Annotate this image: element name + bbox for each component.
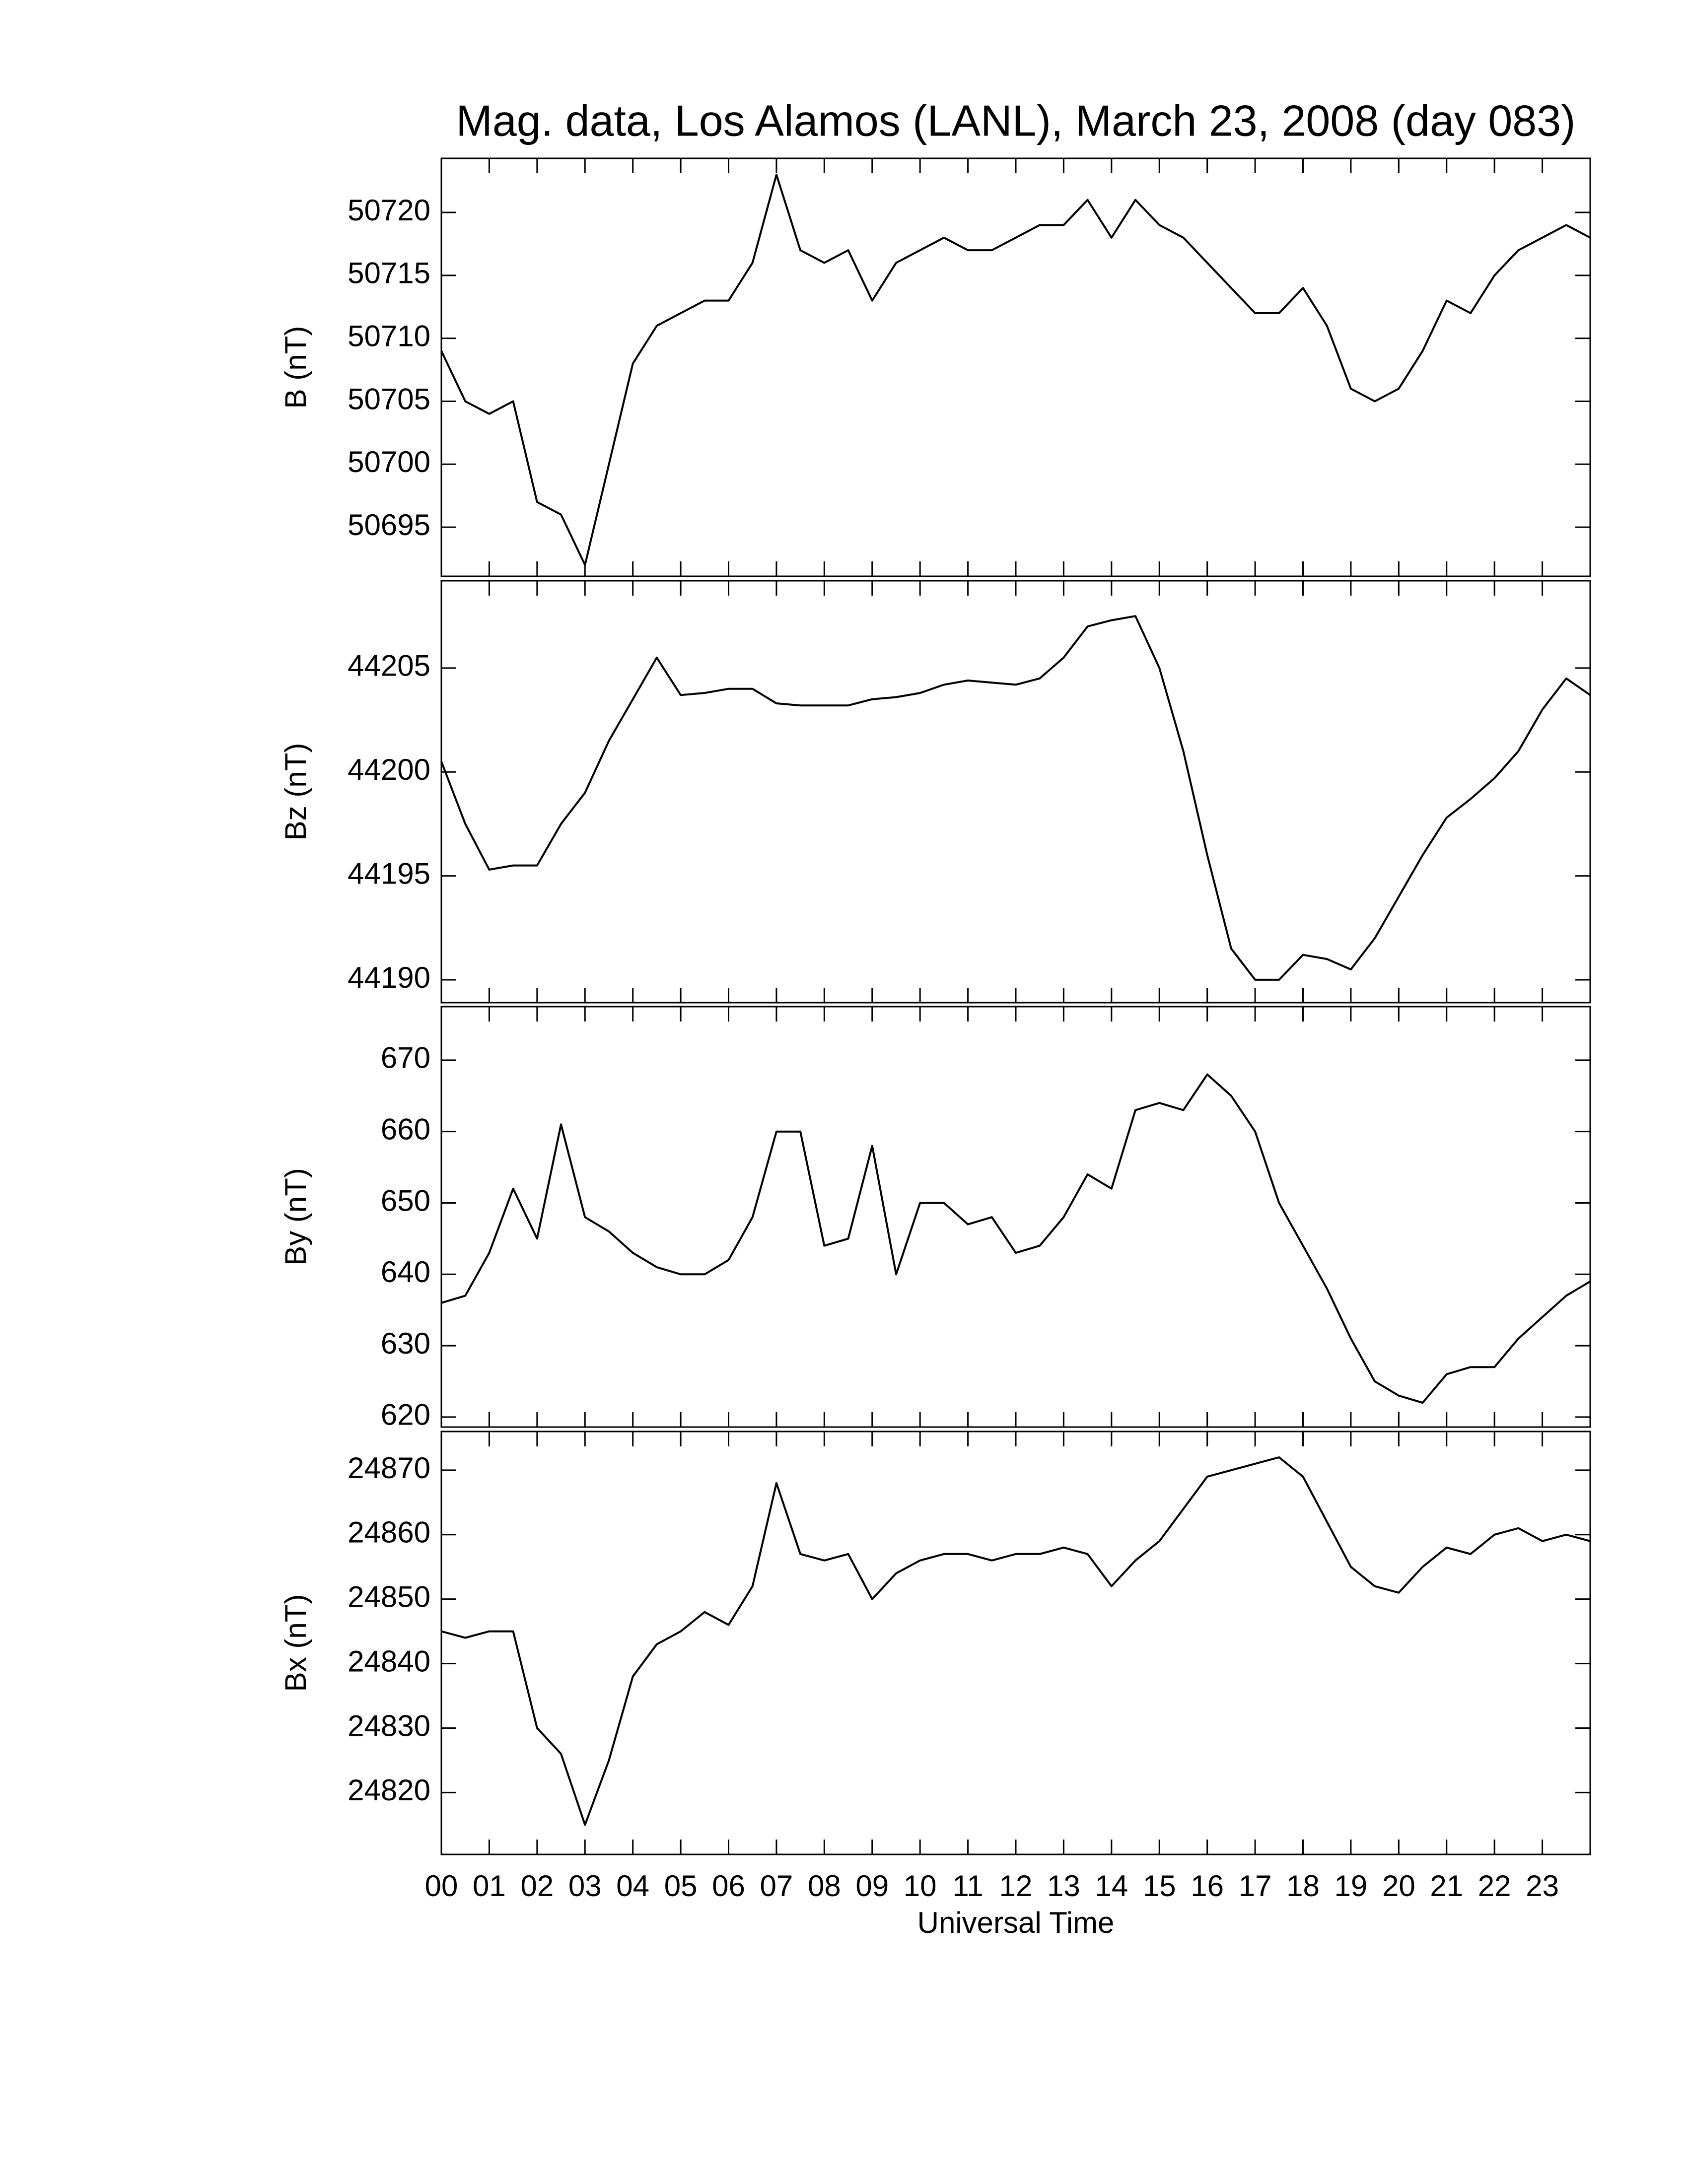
y-tick-label: 24840 [348, 1644, 430, 1678]
x-tick-label: 20 [1382, 1869, 1415, 1903]
y-tick-label: 630 [381, 1327, 430, 1360]
y-tick-label: 44195 [348, 857, 430, 890]
y-tick-label: 50710 [348, 320, 430, 353]
y-tick-label: 50720 [348, 194, 430, 227]
y-axis-label: Bz (nT) [279, 743, 312, 841]
y-axis-label: By (nT) [279, 1168, 312, 1266]
x-axis-label: Universal Time [917, 1906, 1115, 1939]
x-tick-label: 14 [1095, 1869, 1128, 1903]
y-tick-label: 650 [381, 1184, 430, 1217]
x-tick-label: 12 [999, 1869, 1033, 1903]
plot-frame [440, 157, 1591, 577]
x-tick-label: 09 [855, 1869, 889, 1903]
data-line [441, 1073, 1591, 1404]
x-tick-label: 02 [520, 1869, 554, 1903]
y-tick-label: 44200 [348, 753, 430, 786]
y-tick-label: 50705 [348, 382, 430, 415]
x-tick-label: 15 [1143, 1869, 1176, 1903]
y-tick-label: 24860 [348, 1516, 430, 1549]
x-tick-label: 04 [616, 1869, 649, 1903]
y-tick-label: 670 [381, 1041, 430, 1075]
x-tick-label: 18 [1286, 1869, 1320, 1903]
y-tick-label: 50700 [348, 445, 430, 478]
data-line [440, 174, 1591, 566]
x-tick-label: 13 [1047, 1869, 1080, 1903]
y-tick-label: 50695 [348, 508, 430, 542]
x-tick-label: 01 [473, 1869, 506, 1903]
data-line [440, 615, 1591, 981]
x-tick-label: 00 [425, 1869, 458, 1903]
y-tick-label: 24850 [348, 1580, 430, 1614]
y-tick-label: 44205 [348, 649, 430, 682]
y-tick-label: 24820 [348, 1774, 430, 1807]
y-tick-label: 24870 [348, 1451, 430, 1485]
y-tick-label: 50715 [348, 257, 430, 290]
x-tick-label: 11 [952, 1869, 983, 1903]
y-tick-label: 620 [381, 1398, 430, 1432]
x-tick-label: 05 [664, 1869, 698, 1903]
plot-frame [440, 580, 1591, 1004]
x-tick-label: 16 [1191, 1869, 1224, 1903]
plot-frame [440, 1431, 1591, 1855]
y-axis-label: Bx (nT) [279, 1594, 312, 1692]
x-tick-label: 03 [568, 1869, 602, 1903]
x-tick-label: 08 [808, 1869, 841, 1903]
x-tick-label: 06 [712, 1869, 745, 1903]
y-tick-label: 44190 [348, 961, 430, 994]
x-tick-label: 21 [1430, 1869, 1463, 1903]
x-tick-label: 10 [904, 1869, 937, 1903]
plot-frame [440, 1006, 1591, 1428]
chart-title: Mag. data, Los Alamos (LANL), March 23, … [456, 96, 1576, 145]
y-tick-label: 640 [381, 1255, 430, 1289]
x-tick-label: 22 [1478, 1869, 1511, 1903]
x-tick-label: 23 [1526, 1869, 1559, 1903]
x-tick-label: 19 [1335, 1869, 1368, 1903]
y-tick-label: 660 [381, 1112, 430, 1146]
data-line [441, 1456, 1591, 1826]
y-tick-label: 24830 [348, 1709, 430, 1742]
x-tick-label: 07 [760, 1869, 793, 1903]
y-axis-label: B (nT) [279, 326, 312, 409]
x-tick-label: 17 [1239, 1869, 1272, 1903]
